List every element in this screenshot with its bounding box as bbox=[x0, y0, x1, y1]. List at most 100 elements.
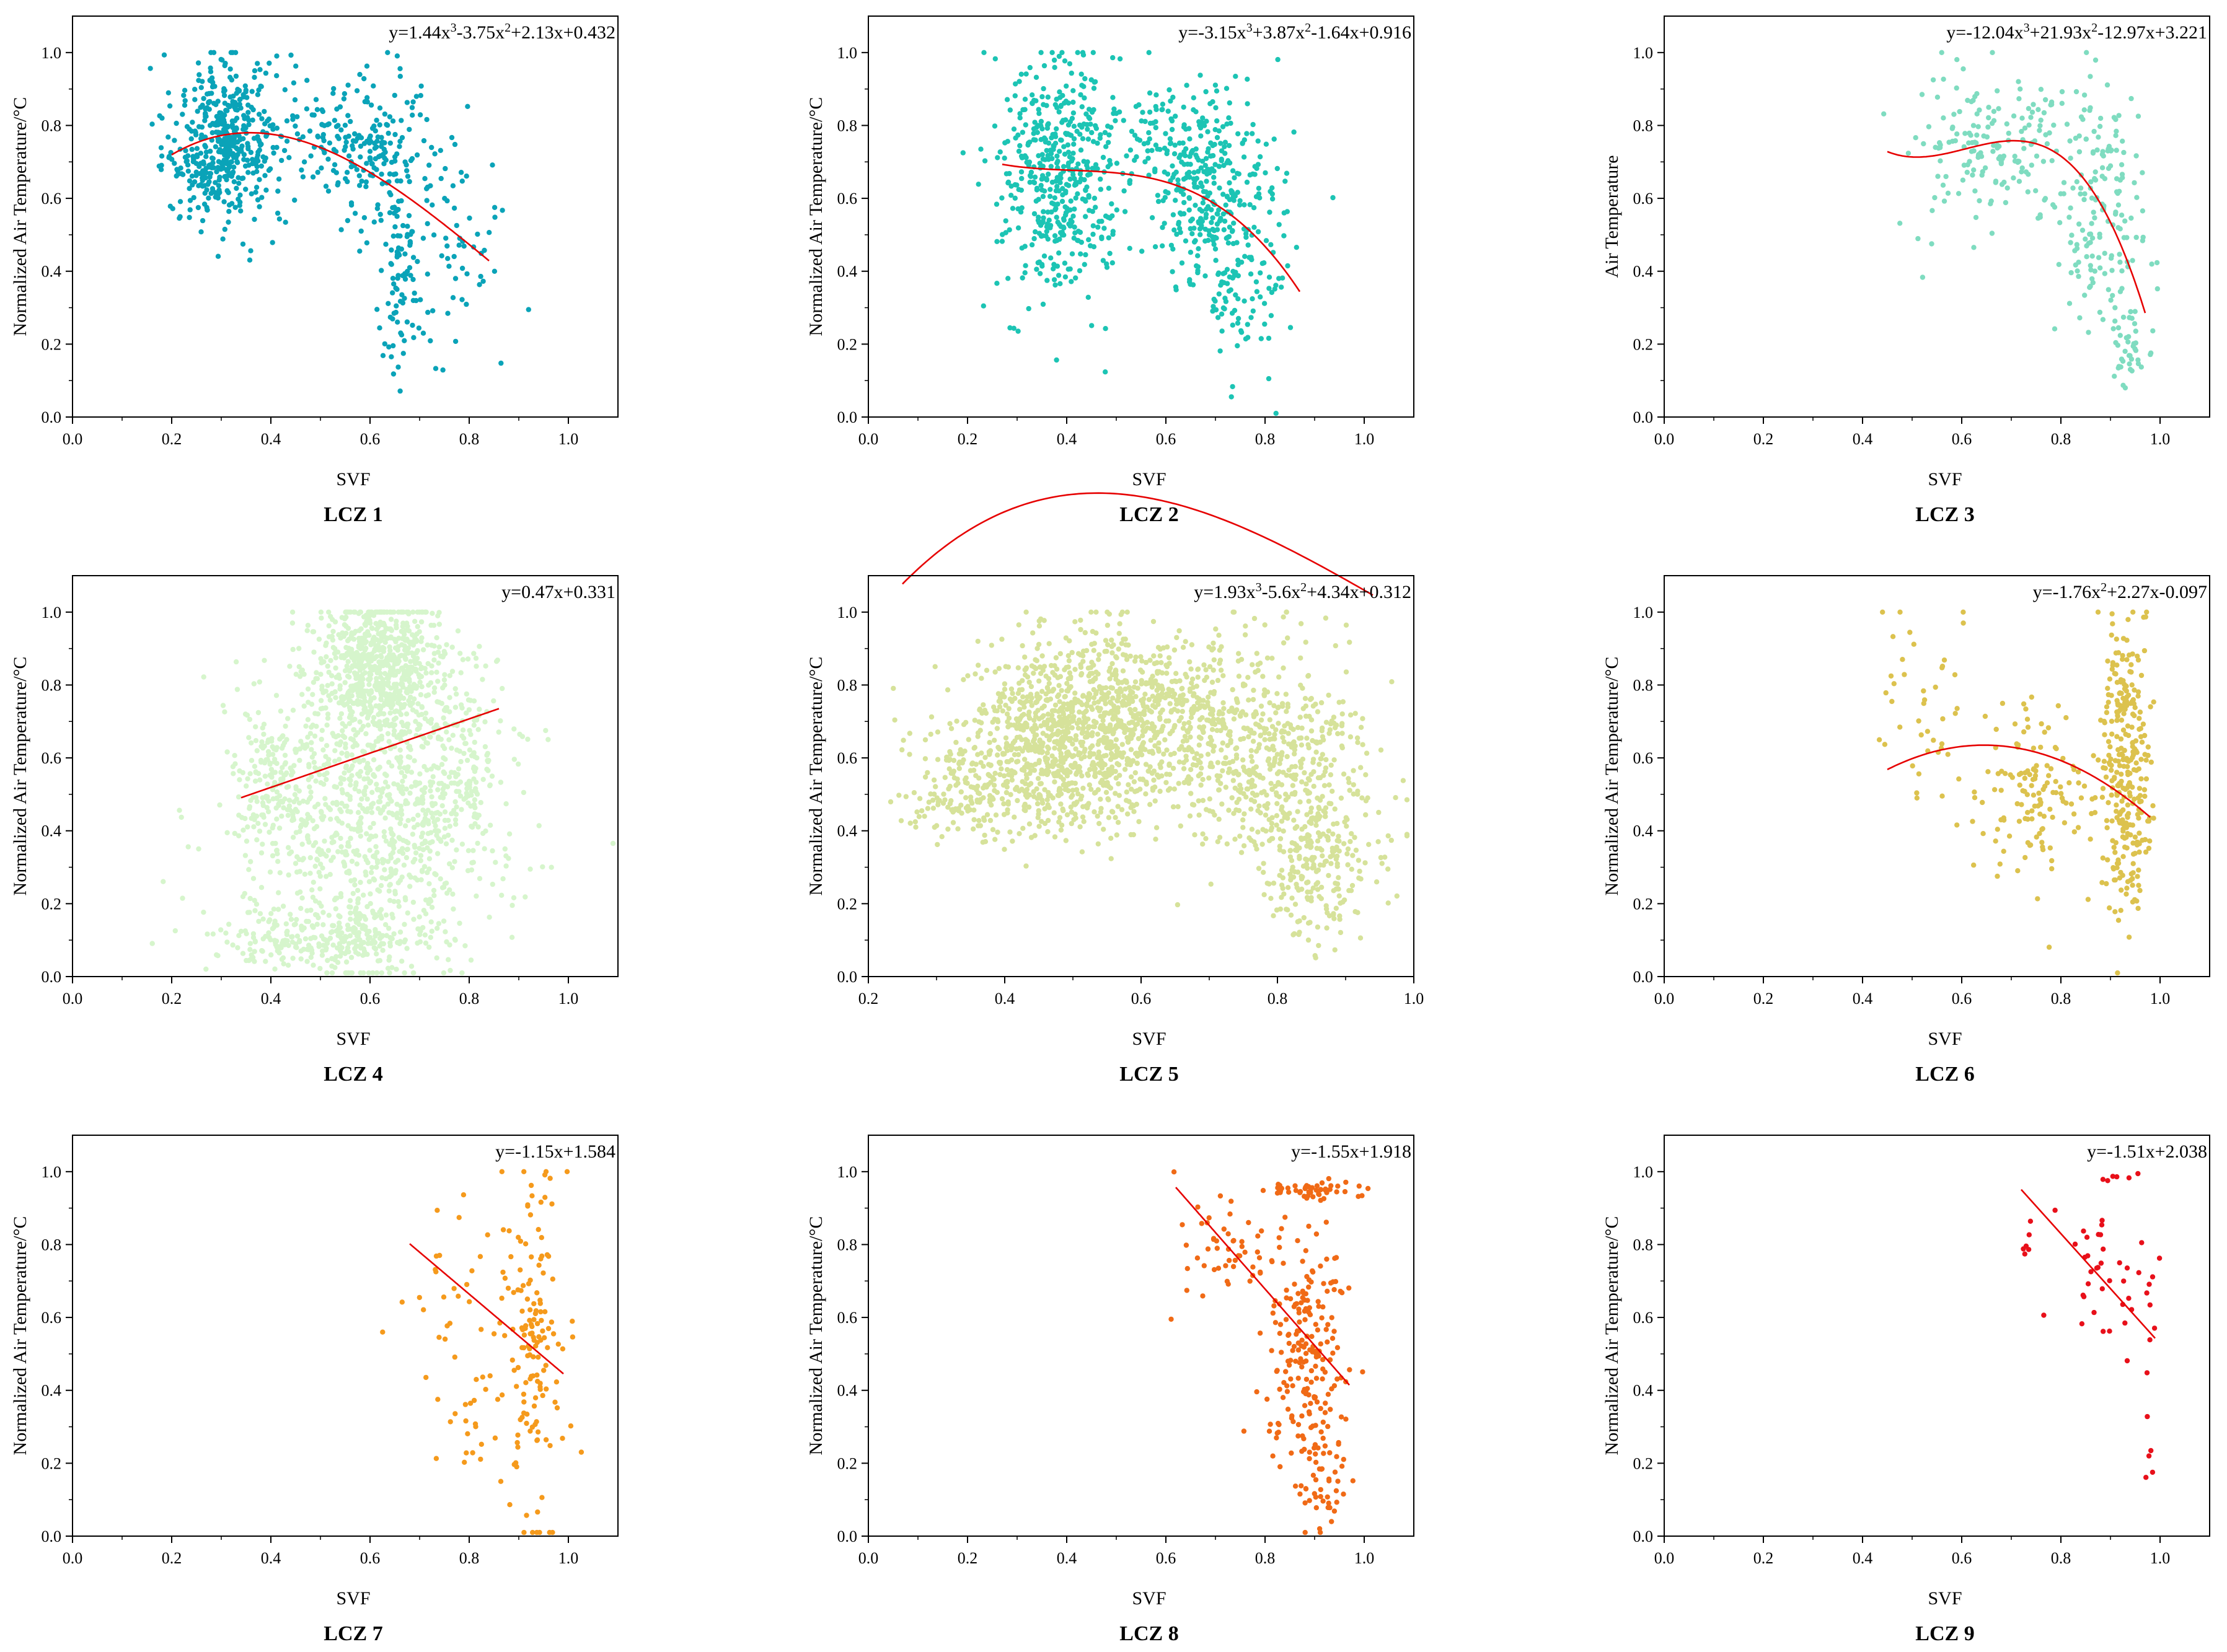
data-point bbox=[299, 895, 305, 901]
data-point bbox=[2076, 149, 2083, 155]
data-point bbox=[340, 849, 345, 855]
data-point bbox=[340, 733, 346, 739]
data-point bbox=[1996, 144, 2002, 149]
data-point bbox=[358, 879, 363, 885]
data-point bbox=[409, 105, 415, 110]
data-point bbox=[218, 138, 223, 144]
data-point bbox=[2119, 213, 2125, 218]
data-point bbox=[1079, 104, 1085, 110]
data-point bbox=[1195, 270, 1201, 276]
data-point bbox=[2114, 147, 2119, 153]
data-point bbox=[536, 823, 542, 828]
data-point bbox=[215, 99, 221, 104]
data-point bbox=[1061, 144, 1067, 149]
data-point bbox=[406, 664, 412, 670]
data-point bbox=[355, 828, 361, 834]
data-point bbox=[343, 741, 348, 747]
data-point bbox=[251, 681, 257, 687]
data-point bbox=[385, 784, 390, 789]
data-point bbox=[1059, 198, 1065, 204]
data-point bbox=[421, 763, 427, 770]
data-point bbox=[395, 939, 400, 946]
data-point bbox=[2099, 165, 2106, 170]
data-point bbox=[431, 763, 437, 769]
data-point bbox=[1170, 163, 1175, 169]
data-point bbox=[328, 657, 333, 664]
data-point bbox=[400, 732, 405, 737]
data-point bbox=[317, 886, 323, 892]
data-point bbox=[195, 204, 201, 211]
data-point bbox=[324, 874, 329, 879]
data-point bbox=[1941, 76, 1946, 82]
data-point bbox=[336, 818, 342, 824]
data-point bbox=[374, 637, 379, 643]
data-point bbox=[456, 242, 462, 248]
data-point bbox=[1002, 681, 1008, 687]
data-point bbox=[1230, 194, 1236, 200]
data-point bbox=[203, 175, 208, 181]
data-point bbox=[428, 183, 433, 188]
data-point bbox=[400, 850, 406, 856]
data-point bbox=[469, 753, 475, 758]
equation-part: y=-3.15x bbox=[1178, 22, 1246, 43]
data-point bbox=[981, 50, 987, 56]
data-point bbox=[289, 817, 295, 824]
data-point bbox=[419, 684, 425, 690]
data-point bbox=[277, 870, 283, 876]
data-point bbox=[282, 938, 288, 943]
data-point bbox=[293, 784, 299, 790]
data-point bbox=[1281, 233, 1287, 239]
data-point bbox=[2154, 286, 2160, 292]
data-point bbox=[1013, 81, 1018, 87]
data-point bbox=[415, 812, 421, 818]
data-point bbox=[224, 188, 230, 193]
data-point bbox=[337, 914, 343, 920]
data-point bbox=[283, 723, 288, 729]
data-point bbox=[210, 156, 216, 161]
data-point bbox=[350, 939, 356, 945]
data-point bbox=[1255, 229, 1261, 235]
data-point bbox=[431, 623, 437, 628]
data-point bbox=[1088, 77, 1095, 82]
data-point bbox=[247, 947, 253, 952]
data-point bbox=[404, 721, 410, 727]
data-point bbox=[326, 913, 332, 918]
data-point bbox=[2115, 202, 2122, 208]
data-point bbox=[2028, 115, 2034, 120]
data-point bbox=[221, 141, 226, 147]
data-point bbox=[360, 724, 366, 729]
data-point bbox=[1044, 278, 1050, 283]
data-point bbox=[1237, 202, 1243, 208]
data-point bbox=[203, 966, 209, 972]
data-point bbox=[1188, 226, 1193, 232]
data-point bbox=[357, 248, 363, 254]
data-point bbox=[1026, 140, 1031, 146]
data-point bbox=[2114, 176, 2120, 182]
data-point bbox=[1935, 174, 1941, 179]
data-point bbox=[1062, 204, 1068, 210]
data-point bbox=[285, 716, 291, 721]
data-point bbox=[492, 268, 498, 274]
data-point bbox=[455, 771, 461, 778]
data-point bbox=[302, 871, 308, 877]
data-point bbox=[1062, 260, 1068, 266]
data-point bbox=[1218, 216, 1224, 221]
data-point bbox=[447, 695, 452, 700]
data-point bbox=[2089, 221, 2094, 226]
data-point bbox=[459, 733, 465, 739]
data-point bbox=[1236, 651, 1241, 656]
data-point bbox=[1124, 153, 1129, 159]
data-point bbox=[213, 180, 218, 185]
data-point bbox=[1176, 140, 1183, 146]
data-point bbox=[317, 965, 323, 972]
data-point bbox=[242, 163, 249, 169]
data-point bbox=[1245, 322, 1251, 327]
data-point bbox=[390, 205, 395, 211]
data-point bbox=[235, 102, 240, 108]
data-point bbox=[948, 726, 955, 732]
data-point bbox=[1046, 217, 1052, 223]
data-point bbox=[322, 796, 328, 801]
data-point bbox=[2038, 117, 2044, 123]
data-point bbox=[383, 912, 389, 918]
